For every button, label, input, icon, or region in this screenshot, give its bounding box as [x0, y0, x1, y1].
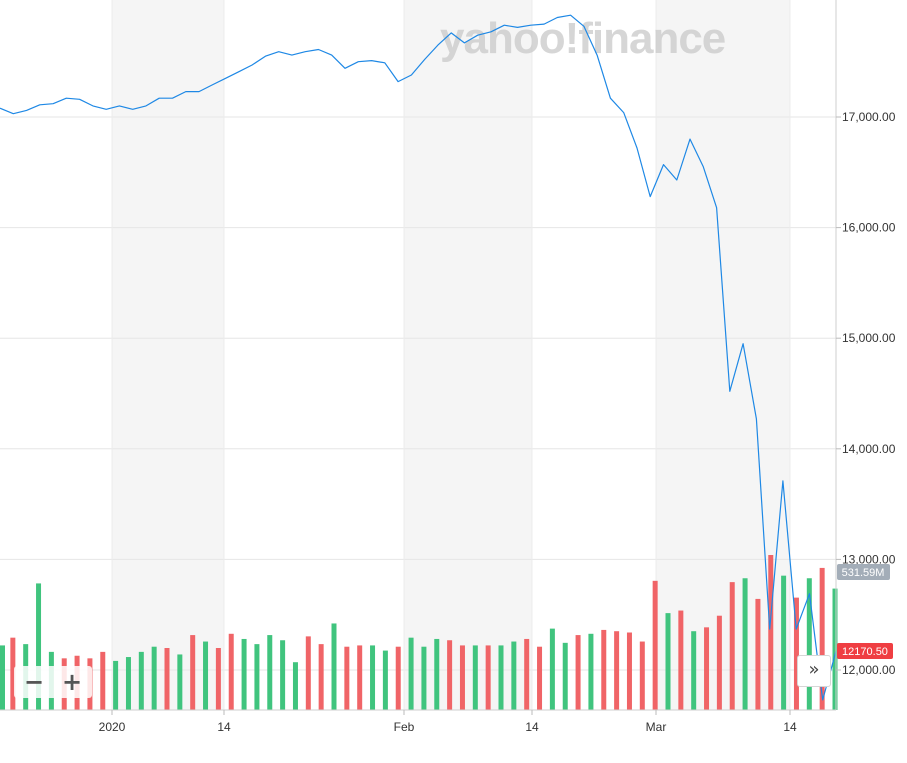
volume-bar [716, 615, 722, 710]
volume-bar [832, 588, 838, 710]
volume-bar [549, 628, 555, 710]
volume-bar [639, 641, 645, 710]
price-badge: 12170.50 [837, 643, 893, 659]
volume-bar [395, 646, 401, 710]
y-tick-label: 13,000.00 [842, 552, 896, 566]
volume-bar [691, 631, 697, 710]
volume-bar [318, 644, 324, 710]
y-tick-label: 15,000.00 [842, 331, 896, 345]
price-line [0, 14, 837, 701]
volume-bar [524, 638, 530, 710]
x-tick-label: 14 [525, 720, 539, 734]
volume-bar [177, 654, 183, 710]
volume-bar [228, 633, 234, 710]
volume-bar [459, 645, 465, 710]
y-tick-label: 16,000.00 [842, 221, 896, 235]
volume-bar [292, 662, 298, 710]
y-tick-label: 12,000.00 [842, 663, 896, 677]
volume-bar [601, 629, 607, 710]
volume-bar [267, 635, 273, 710]
shade-band-0 [112, 0, 224, 710]
y-tick-label: 14,000.00 [842, 442, 896, 456]
price-series-line [0, 14, 837, 701]
volume-bar [382, 650, 388, 710]
zoom-controls: − + [14, 666, 92, 698]
volume-bar [704, 627, 710, 710]
volume-bar [755, 598, 761, 710]
volume-bar [652, 580, 658, 710]
x-tick-label: 2020 [99, 720, 126, 734]
volume-bar [0, 645, 5, 710]
volume-bar [742, 578, 748, 710]
volume-bar [190, 635, 196, 710]
volume-bar [408, 637, 414, 710]
volume-bar [113, 660, 119, 710]
volume-bar [511, 641, 517, 710]
volume-bar [215, 648, 221, 710]
y-tick-label: 17,000.00 [842, 110, 896, 124]
volume-bar [164, 648, 170, 710]
volume-bar [10, 637, 16, 710]
shade-band-1 [404, 0, 532, 710]
volume-bar [485, 645, 491, 710]
price-badge-bg [837, 643, 893, 659]
volume-bar [472, 645, 478, 710]
volume-bar [357, 645, 363, 710]
volume-bar [344, 646, 350, 710]
weekend-bands [112, 0, 790, 710]
volume-bar [498, 645, 504, 710]
volume-bar [781, 575, 787, 710]
volume-bar [138, 651, 144, 710]
volume-bar [537, 646, 543, 710]
volume-bar [434, 638, 440, 710]
volume-bar [241, 638, 247, 710]
watermark: yahoo!finance [440, 14, 725, 63]
volume-bar [614, 631, 620, 710]
volume-badge-bg [837, 564, 890, 580]
volume-bar [678, 610, 684, 710]
x-tick-label: 14 [217, 720, 231, 734]
volume-bar [203, 641, 209, 710]
volume-badge: 531.59M [837, 564, 890, 580]
volume-bar [665, 613, 671, 710]
volume-bar [331, 623, 337, 710]
volume-bar [305, 636, 311, 710]
volume-bar [819, 567, 825, 710]
volume-bar [588, 633, 594, 710]
volume-bar [151, 646, 157, 710]
volume-bar [562, 642, 568, 710]
volume-bar [806, 578, 812, 710]
volume-bar [100, 651, 106, 710]
volume-bar [125, 657, 131, 710]
volume-badge-label: 531.59M [842, 567, 885, 579]
volume-bar [768, 555, 774, 710]
x-tick-label: Mar [646, 720, 667, 734]
volume-bar [421, 646, 427, 710]
x-tick-label: 14 [783, 720, 797, 734]
volume-bar [370, 645, 376, 710]
zoom-in-button[interactable]: + [61, 668, 83, 696]
volume-bar [280, 640, 286, 710]
volume-bar [793, 597, 799, 710]
scroll-to-latest-button[interactable]: » [797, 655, 831, 687]
volume-bar [447, 640, 453, 710]
volume-bar [254, 644, 260, 710]
volume-bar [729, 582, 735, 710]
volume-bar [626, 632, 632, 710]
x-axis-ticks: 2020 14 Feb 14 Mar 14 [99, 710, 797, 734]
price-badge-label: 12170.50 [842, 646, 888, 658]
volume-bar [575, 635, 581, 710]
x-tick-label: Feb [394, 720, 415, 734]
zoom-out-button[interactable]: − [23, 668, 45, 696]
volume-bar [36, 583, 42, 710]
y-axis-ticks: 12,000.00 13,000.00 14,000.00 15,000.00 16,0… [836, 110, 896, 677]
